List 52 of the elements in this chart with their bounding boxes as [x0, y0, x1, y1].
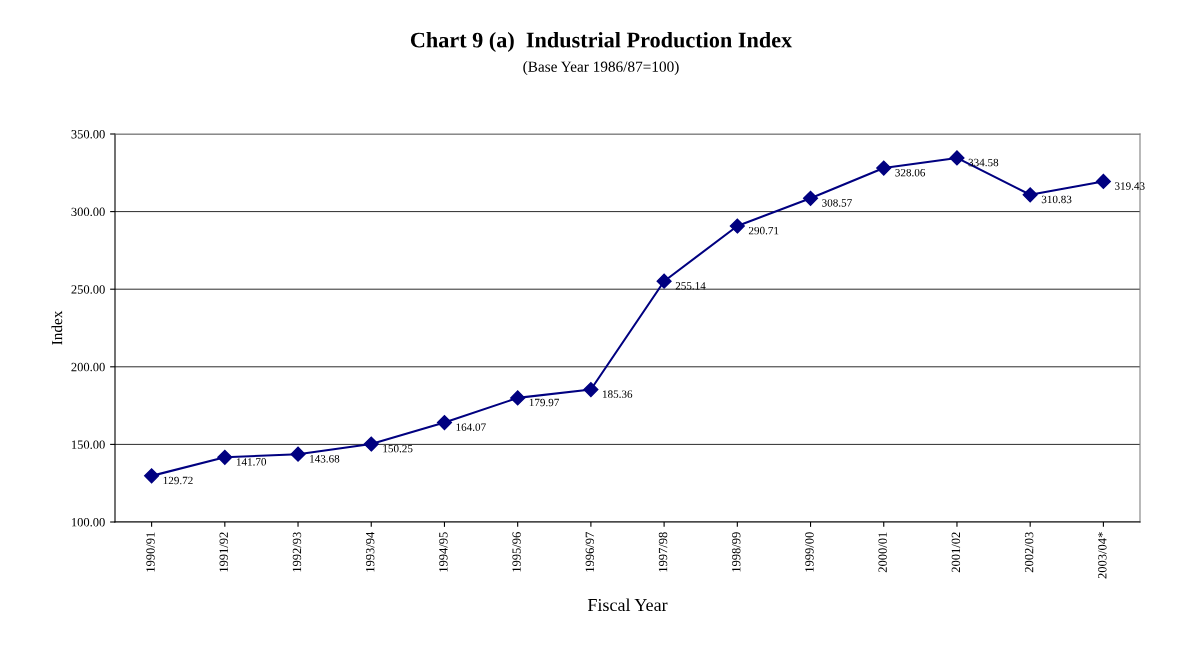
text: 141.70	[236, 458, 267, 466]
point	[510, 390, 526, 406]
text: 150.25	[383, 444, 413, 453]
chart-title: Chart 9 (a) Industrial Production Index	[410, 31, 793, 53]
y-tick-label: 100.00	[72, 518, 105, 527]
point	[949, 150, 965, 166]
x-tick-label: 1999/00	[805, 532, 814, 572]
point	[144, 468, 160, 484]
x-tick-label: 1990/91	[146, 532, 155, 572]
point	[290, 446, 306, 462]
text: 185.36	[602, 390, 633, 398]
text: 308.57	[822, 199, 852, 207]
point	[436, 414, 453, 431]
y-tick-label: 300.00	[71, 207, 105, 217]
x-tick-label: 1991/92	[219, 532, 228, 572]
text: 179.97	[529, 398, 560, 407]
y-tick-label: 250.00	[71, 285, 105, 294]
x-tick-label: 1993/94	[365, 531, 375, 572]
text: 255.14	[675, 282, 706, 290]
x-tick-label: 2001/02	[951, 532, 961, 573]
point	[1095, 173, 1111, 190]
x-tick-label: 1996/97	[585, 532, 595, 572]
text: 328.06	[895, 168, 926, 177]
point	[1022, 187, 1038, 203]
x-tick-label: 2003/04*	[1098, 532, 1107, 579]
text: 310.83	[1041, 195, 1072, 204]
chart-subtitle: (Base Year 1986/87=100)	[523, 61, 679, 75]
x-tick-label: 1995/96	[512, 532, 521, 572]
point	[729, 218, 745, 234]
point	[876, 160, 892, 176]
text: 164.07	[456, 423, 486, 431]
point	[217, 449, 233, 465]
point	[363, 436, 379, 452]
y-axis-title: Index	[51, 310, 63, 345]
x-tick-label: 2000/01	[878, 532, 887, 573]
text: 129.72	[163, 476, 193, 485]
text: 319.43	[1115, 182, 1145, 190]
x-axis-title: Fiscal Year	[587, 598, 668, 612]
point	[583, 381, 599, 398]
text: 143.68	[310, 455, 340, 463]
y-tick-label: 350.00	[71, 130, 105, 139]
x-tick-label: 2002/03	[1024, 532, 1034, 573]
text: 290.71	[748, 226, 779, 235]
y-tick-label: 200.00	[71, 362, 105, 372]
y-tick-label: 150.00	[72, 440, 105, 449]
point	[802, 190, 819, 206]
x-tick-label: 1994/95	[439, 532, 448, 572]
x-tick-label: 1992/93	[292, 532, 302, 572]
x-tick-label: 1998/99	[732, 532, 741, 572]
text: 334.58	[968, 158, 999, 167]
point	[656, 273, 672, 289]
x-tick-label: 1997/98	[658, 532, 668, 572]
